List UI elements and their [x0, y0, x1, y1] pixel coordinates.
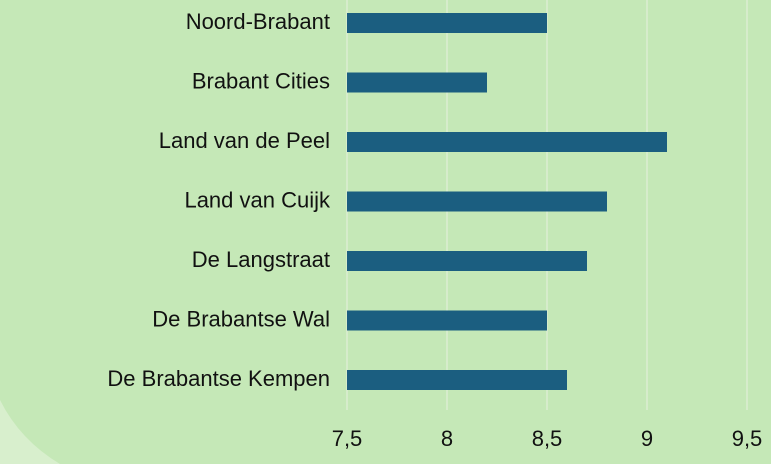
- bar: [347, 310, 547, 331]
- x-tick-label: 8,5: [532, 426, 563, 451]
- bar: [347, 132, 667, 152]
- bar: [347, 370, 567, 390]
- bar: [347, 191, 607, 212]
- bar: [347, 251, 587, 271]
- y-tick-label: De Brabantse Wal: [152, 306, 330, 331]
- y-tick-label: Land van de Peel: [159, 128, 330, 153]
- x-tick-label: 9,5: [732, 426, 763, 451]
- y-tick-label: De Brabantse Kempen: [107, 366, 330, 391]
- y-tick-label: Brabant Cities: [192, 68, 330, 93]
- y-tick-label: De Langstraat: [192, 247, 330, 272]
- x-tick-label: 7,5: [332, 426, 363, 451]
- y-tick-label: Noord-Brabant: [186, 9, 330, 34]
- x-tick-label: 8: [441, 426, 453, 451]
- y-tick-label: Land van Cuijk: [184, 187, 331, 212]
- x-tick-label: 9: [641, 426, 653, 451]
- bar: [347, 13, 547, 33]
- decoration: [0, 400, 60, 464]
- bar: [347, 72, 487, 93]
